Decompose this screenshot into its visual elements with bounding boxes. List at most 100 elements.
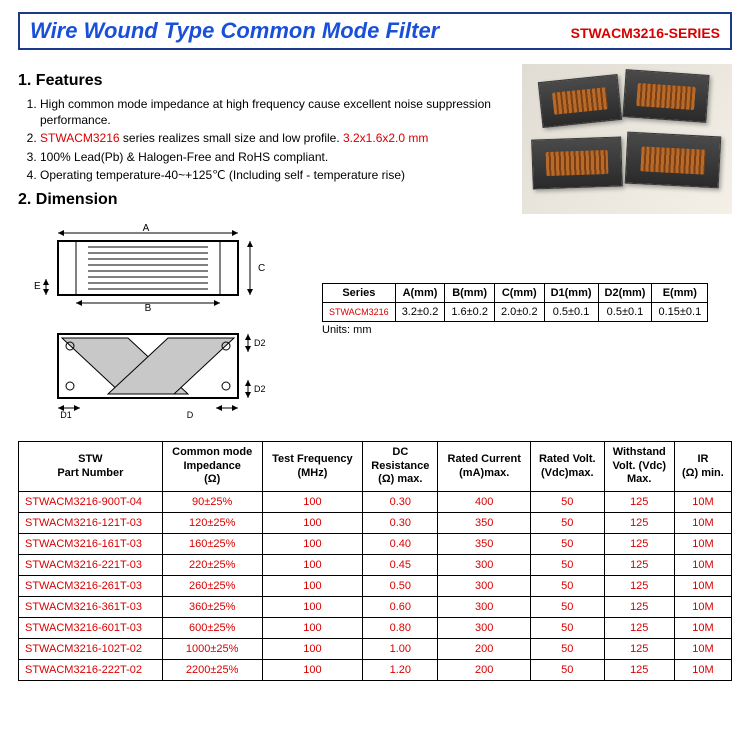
- spec-td: 400: [438, 492, 530, 513]
- units-label: Units: mm: [322, 324, 732, 336]
- spec-partnumber: STWACM3216-601T-03: [19, 618, 163, 639]
- spec-th: Rated Current(mA)max.: [438, 441, 530, 491]
- spec-td: 125: [604, 534, 674, 555]
- spec-td: 125: [604, 513, 674, 534]
- spec-td: 50: [530, 534, 604, 555]
- svg-text:B: B: [145, 303, 152, 313]
- spec-th: DCResistance(Ω) max.: [363, 441, 438, 491]
- spec-td: 0.60: [363, 597, 438, 618]
- spec-td: 1000±25%: [162, 639, 262, 660]
- spec-td: 260±25%: [162, 576, 262, 597]
- spec-td: 360±25%: [162, 597, 262, 618]
- spec-td: 0.80: [363, 618, 438, 639]
- feature-item: High common mode impedance at high frequ…: [40, 96, 508, 128]
- spec-td: 10M: [674, 576, 731, 597]
- series-code: STWACM3216-SERIES: [571, 25, 720, 41]
- spec-row: STWACM3216-121T-03120±25%1000.3035050125…: [19, 513, 732, 534]
- spec-partnumber: STWACM3216-222T-02: [19, 660, 163, 681]
- dim-td: 1.6±0.2: [445, 302, 495, 321]
- feature-item: Operating temperature-40~+125℃ (Includin…: [40, 167, 508, 183]
- dim-th: D1(mm): [544, 283, 598, 302]
- dim-th: B(mm): [445, 283, 495, 302]
- spec-td: 125: [604, 618, 674, 639]
- dim-td: 2.0±0.2: [494, 302, 544, 321]
- dimension-bottom-view: D1 D D2 D2: [18, 322, 298, 422]
- spec-td: 0.45: [363, 555, 438, 576]
- spec-td: 50: [530, 618, 604, 639]
- spec-partnumber: STWACM3216-900T-04: [19, 492, 163, 513]
- spec-td: 50: [530, 555, 604, 576]
- spec-row: STWACM3216-261T-03260±25%1000.5030050125…: [19, 576, 732, 597]
- feature-item: 100% Lead(Pb) & Halogen-Free and RoHS co…: [40, 149, 508, 165]
- svg-text:D1: D1: [60, 410, 72, 420]
- spec-td: 100: [262, 555, 362, 576]
- spec-td: 10M: [674, 513, 731, 534]
- spec-td: 160±25%: [162, 534, 262, 555]
- spec-td: 100: [262, 660, 362, 681]
- svg-text:D2: D2: [254, 338, 266, 348]
- spec-td: 10M: [674, 618, 731, 639]
- dim-th: A(mm): [395, 283, 445, 302]
- svg-text:C: C: [258, 263, 265, 274]
- spec-partnumber: STWACM3216-361T-03: [19, 597, 163, 618]
- spec-row: STWACM3216-161T-03160±25%1000.4035050125…: [19, 534, 732, 555]
- spec-td: 125: [604, 597, 674, 618]
- spec-td: 100: [262, 534, 362, 555]
- svg-text:E: E: [34, 281, 41, 292]
- spec-td: 300: [438, 576, 530, 597]
- spec-td: 350: [438, 513, 530, 534]
- spec-td: 10M: [674, 639, 731, 660]
- spec-td: 125: [604, 639, 674, 660]
- spec-partnumber: STWACM3216-102T-02: [19, 639, 163, 660]
- spec-td: 0.30: [363, 492, 438, 513]
- spec-td: 2200±25%: [162, 660, 262, 681]
- spec-partnumber: STWACM3216-161T-03: [19, 534, 163, 555]
- spec-td: 10M: [674, 492, 731, 513]
- spec-td: 10M: [674, 534, 731, 555]
- spec-row: STWACM3216-900T-0490±25%1000.30400501251…: [19, 492, 732, 513]
- svg-text:D2: D2: [254, 384, 266, 394]
- dim-th: D2(mm): [598, 283, 652, 302]
- spec-td: 1.20: [363, 660, 438, 681]
- dimension-row: A B C E D1 D D2: [18, 223, 732, 425]
- spec-td: 100: [262, 597, 362, 618]
- spec-td: 300: [438, 555, 530, 576]
- spec-th: WithstandVolt. (Vdc)Max.: [604, 441, 674, 491]
- spec-td: 50: [530, 597, 604, 618]
- spec-td: 350: [438, 534, 530, 555]
- spec-td: 125: [604, 576, 674, 597]
- spec-td: 0.30: [363, 513, 438, 534]
- spec-td: 125: [604, 555, 674, 576]
- dim-th: Series: [323, 283, 396, 302]
- spec-td: 0.50: [363, 576, 438, 597]
- dim-th: C(mm): [494, 283, 544, 302]
- spec-td: 90±25%: [162, 492, 262, 513]
- spec-td: 100: [262, 639, 362, 660]
- spec-td: 100: [262, 576, 362, 597]
- spec-td: 50: [530, 513, 604, 534]
- dim-td: 3.2±0.2: [395, 302, 445, 321]
- dimension-table-wrap: Series A(mm) B(mm) C(mm) D1(mm) D2(mm) E…: [322, 283, 732, 336]
- features-heading: 1. Features: [18, 72, 508, 90]
- top-row: 1. Features High common mode impedance a…: [18, 64, 732, 215]
- svg-text:D: D: [187, 410, 194, 420]
- spec-th: Test Frequency(MHz): [262, 441, 362, 491]
- spec-td: 1.00: [363, 639, 438, 660]
- spec-td: 600±25%: [162, 618, 262, 639]
- spec-td: 300: [438, 618, 530, 639]
- title-bar: Wire Wound Type Common Mode Filter STWAC…: [18, 12, 732, 50]
- spec-td: 10M: [674, 555, 731, 576]
- dim-td: 0.15±0.1: [652, 302, 708, 321]
- spec-partnumber: STWACM3216-121T-03: [19, 513, 163, 534]
- spec-row: STWACM3216-222T-022200±25%1001.202005012…: [19, 660, 732, 681]
- spec-td: 120±25%: [162, 513, 262, 534]
- dimension-heading: 2. Dimension: [18, 191, 508, 209]
- feature-item: STWACM3216 series realizes small size an…: [40, 130, 508, 146]
- spec-th: Rated Volt.(Vdc)max.: [530, 441, 604, 491]
- dim-th: E(mm): [652, 283, 708, 302]
- dim-td: 0.5±0.1: [544, 302, 598, 321]
- spec-td: 100: [262, 513, 362, 534]
- spec-td: 100: [262, 618, 362, 639]
- spec-th: IR(Ω) min.: [674, 441, 731, 491]
- svg-text:A: A: [143, 223, 150, 234]
